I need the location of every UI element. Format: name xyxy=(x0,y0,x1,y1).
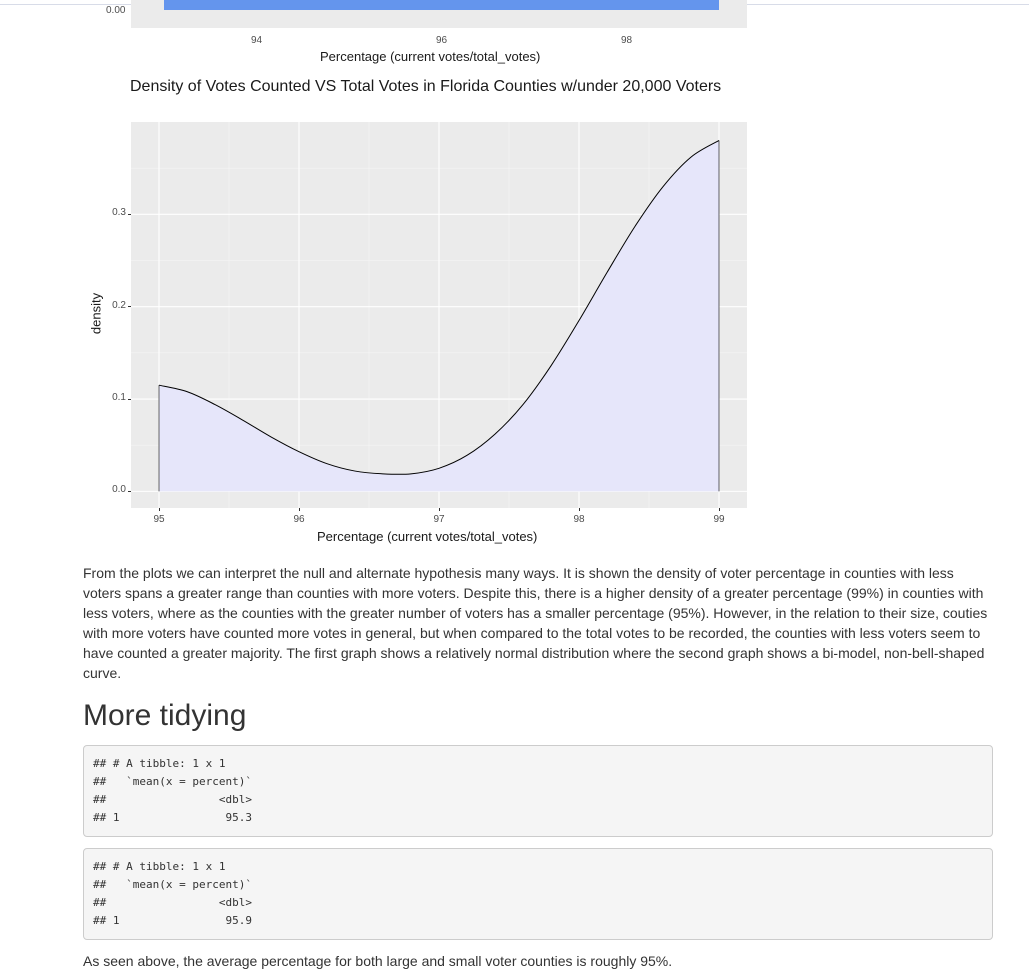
x-tick-mark xyxy=(298,508,300,511)
x-tick-label: 98 xyxy=(573,514,585,525)
chart-title: Density of Votes Counted VS Total Votes … xyxy=(130,78,722,95)
previous-chart-x-label: Percentage (current votes/total_votes) xyxy=(320,49,541,64)
x-tick-mark xyxy=(158,508,160,511)
interpretation-paragraph: From the plots we can interpret the null… xyxy=(83,565,988,681)
x-tick-label: 97 xyxy=(433,514,445,525)
previous-chart-x-tick: 94 xyxy=(251,35,263,46)
previous-chart-x-tick: 98 xyxy=(621,35,633,46)
y-tick-mark xyxy=(128,398,131,400)
previous-chart-x-tick: 96 xyxy=(436,35,448,46)
y-tick-mark xyxy=(128,490,131,492)
x-tick-mark xyxy=(578,508,580,511)
density-area xyxy=(159,140,719,492)
y-tick-mark xyxy=(128,213,131,215)
y-tick-mark xyxy=(128,306,131,308)
x-axis-label: Percentage (current votes/total_votes) xyxy=(317,529,538,544)
previous-chart-bar xyxy=(164,0,719,10)
x-tick-label: 95 xyxy=(153,514,165,525)
x-tick-label: 99 xyxy=(713,514,725,525)
y-axis-label: density xyxy=(88,292,104,335)
density-curve xyxy=(158,140,720,475)
y-tick-label: 0.2 xyxy=(112,299,126,311)
y-tick-label: 0.1 xyxy=(112,392,126,404)
y-tick-label: 0.0 xyxy=(112,484,126,496)
density-chart-panel xyxy=(131,122,747,508)
section-heading: More tidying xyxy=(83,699,247,732)
x-tick-mark xyxy=(438,508,440,511)
x-tick-mark xyxy=(718,508,720,511)
summary-paragraph: As seen above, the average percentage fo… xyxy=(83,953,673,969)
code-output-block: ## # A tibble: 1 x 1 ## `mean(x = percen… xyxy=(83,848,993,940)
density-chart xyxy=(131,122,747,508)
code-output-block: ## # A tibble: 1 x 1 ## `mean(x = percen… xyxy=(83,745,993,837)
previous-chart-y-tick: 0.00 xyxy=(106,5,126,16)
y-tick-label: 0.3 xyxy=(112,207,126,219)
x-tick-label: 96 xyxy=(293,514,305,525)
